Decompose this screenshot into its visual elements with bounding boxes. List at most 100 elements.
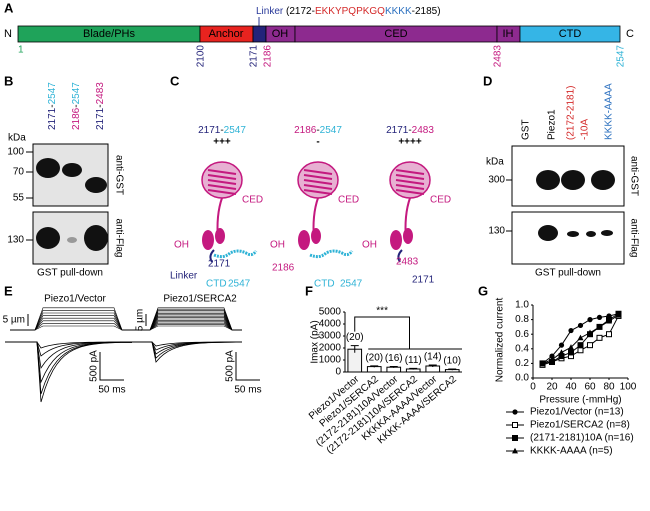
y-tick-label: 0.8 bbox=[515, 314, 529, 325]
label-part: - bbox=[316, 125, 319, 136]
significance-bracket bbox=[354, 316, 462, 350]
error-bar bbox=[350, 345, 359, 353]
y-tick-label: 0 bbox=[335, 367, 341, 378]
point bbox=[568, 349, 574, 356]
ctd-tail bbox=[213, 249, 258, 259]
y-tick-label: 2000 bbox=[319, 343, 342, 354]
current-trace bbox=[5, 341, 132, 384]
error-bar bbox=[370, 365, 379, 368]
marker-ticks bbox=[26, 151, 33, 241]
x-axis-title: Pressure (-mmHg) bbox=[539, 395, 621, 406]
x-tick-label: 0 bbox=[530, 382, 536, 393]
construct-label: 2186-2547 bbox=[294, 125, 342, 136]
bands bbox=[36, 158, 108, 251]
x-tick-label: 20 bbox=[546, 382, 558, 393]
y-axis-title: Imax (pA) bbox=[310, 320, 321, 363]
binding-score: - bbox=[316, 137, 319, 148]
y-tick-label: 0.6 bbox=[515, 329, 529, 340]
label-part: 2547 bbox=[224, 125, 247, 136]
strand bbox=[207, 169, 237, 175]
current-trace bbox=[5, 341, 132, 370]
linker-name: Linker bbox=[256, 6, 284, 17]
band bbox=[591, 170, 615, 190]
current-traces bbox=[120, 341, 242, 363]
point bbox=[549, 356, 555, 363]
structure bbox=[297, 161, 354, 259]
point bbox=[596, 314, 603, 321]
label-part: 2483 bbox=[95, 82, 106, 105]
y-tick-label: 0.0 bbox=[515, 373, 529, 384]
error-bar bbox=[448, 368, 457, 371]
marker-label: 55 bbox=[13, 193, 25, 204]
strand bbox=[395, 189, 425, 195]
point bbox=[587, 317, 593, 323]
legend-label: KKKK-AAAA (n=5) bbox=[530, 446, 613, 457]
y-tick-label: 0.2 bbox=[515, 358, 529, 369]
caption: GST pull-down bbox=[535, 268, 601, 279]
binding-score: +++ bbox=[213, 137, 231, 148]
linker-seq: EKKYPQPKGQ bbox=[315, 6, 385, 17]
point bbox=[577, 334, 584, 341]
point bbox=[596, 334, 603, 341]
strand bbox=[303, 169, 333, 175]
legend-label: Piezo1/Vector (n=13) bbox=[530, 407, 624, 418]
panel-letter: A bbox=[4, 0, 14, 15]
structure-label: CED bbox=[430, 195, 451, 206]
band bbox=[62, 163, 82, 177]
position-label: 2547 bbox=[616, 45, 627, 68]
strand bbox=[207, 179, 237, 185]
bands bbox=[536, 170, 615, 241]
linker-label: Linker (2172-EKKYPQPKGQKKKK-2185) bbox=[256, 6, 441, 17]
bar bbox=[366, 366, 382, 373]
scale-label: 50 ms bbox=[234, 385, 261, 396]
y-tick-label: 1000 bbox=[319, 355, 342, 366]
label-part: - bbox=[408, 125, 411, 136]
strand bbox=[303, 189, 333, 195]
band bbox=[67, 237, 77, 243]
panel-letter: F bbox=[305, 283, 313, 298]
error-bar bbox=[389, 365, 398, 368]
panel-letter: B bbox=[4, 73, 13, 88]
lane-label: (2172-2181) bbox=[566, 86, 577, 140]
strand bbox=[395, 169, 425, 175]
legend-marker bbox=[512, 422, 518, 428]
antibody-label: anti-Flag bbox=[113, 219, 124, 258]
scale-label: 500 pA bbox=[89, 350, 100, 382]
blot bbox=[511, 211, 625, 265]
band bbox=[561, 170, 585, 190]
antibody-label: anti-GST bbox=[628, 156, 639, 196]
ih-domain bbox=[215, 228, 225, 244]
label-part: - bbox=[220, 125, 223, 136]
strand bbox=[395, 174, 425, 180]
structure-label: CTD bbox=[314, 279, 335, 290]
n-label: (20) bbox=[365, 353, 383, 364]
linker-close: -2185) bbox=[412, 6, 441, 17]
structure-label: OH bbox=[362, 240, 377, 251]
legend-label: (2171-2181)10A (n=16) bbox=[530, 433, 634, 444]
trace-title: Piezo1/Vector bbox=[44, 294, 106, 305]
point bbox=[577, 347, 584, 354]
domain-bar bbox=[17, 25, 621, 43]
error-bar bbox=[428, 364, 437, 367]
x-tick-label: 60 bbox=[584, 382, 596, 393]
structure-label: 2483 bbox=[396, 257, 419, 268]
domain-label: Anchor bbox=[209, 28, 244, 40]
label-part: 2186 bbox=[71, 107, 82, 130]
kda-label: kDa bbox=[8, 133, 26, 144]
structure-label: 2171 bbox=[208, 259, 231, 270]
domain-label: Blade/PHs bbox=[83, 28, 135, 40]
point bbox=[606, 331, 612, 338]
position-label: 2483 bbox=[493, 45, 504, 68]
strand bbox=[395, 179, 425, 185]
band bbox=[538, 225, 558, 241]
lane-label: -10A bbox=[580, 119, 591, 140]
structure bbox=[389, 161, 431, 263]
structure-label: OH bbox=[174, 240, 189, 251]
label-part: 2171 bbox=[47, 107, 58, 130]
current-trace bbox=[120, 341, 242, 363]
linker-seq: KKKK bbox=[385, 6, 412, 17]
legend-label: Piezo1/SERCA2 (n=8) bbox=[530, 420, 630, 431]
legend-marker bbox=[512, 435, 518, 441]
oh-domain bbox=[202, 230, 214, 250]
x-tick-label: 40 bbox=[565, 382, 577, 393]
